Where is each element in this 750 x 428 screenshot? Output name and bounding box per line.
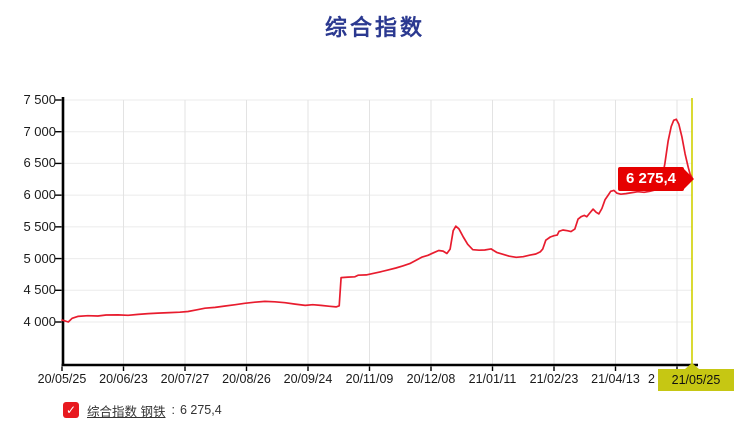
x-axis-label: 20/06/23 — [99, 372, 148, 386]
chart-title: 综合指数 — [324, 15, 425, 40]
checkbox-checked-icon[interactable]: ✓ — [63, 402, 79, 418]
legend-series-value: 6 275,4 — [179, 403, 222, 417]
y-axis-label: 5 000 — [23, 250, 56, 266]
y-axis-label: 7 500 — [23, 92, 56, 107]
y-axis-label: 4 000 — [23, 314, 56, 329]
x-axis-label: 21/04/13 — [591, 372, 640, 386]
x-axis-highlight-label: 21/05/25 — [658, 363, 734, 391]
legend-separator: : — [171, 403, 175, 417]
x-axis-label: 21/01/11 — [468, 372, 517, 386]
x-axis-label: 20/11/09 — [345, 372, 394, 386]
x-axis-label: 20/07/27 — [160, 372, 210, 386]
y-axis-label: 6 500 — [23, 155, 56, 171]
legend-series-link[interactable]: 综合指数 钢铁 — [87, 404, 166, 419]
x-axis-label: 21/02/23 — [529, 372, 579, 386]
last-value-callout: 6 275,4 — [618, 167, 694, 191]
x-axis-label-partial: 2 — [648, 372, 655, 386]
y-axis-label: 4 500 — [23, 282, 56, 298]
x-axis-label: 20/05/25 — [37, 372, 87, 386]
y-axis-label: 7 000 — [23, 123, 56, 139]
x-axis-label: 20/12/08 — [406, 372, 456, 386]
x-axis-label: 20/09/24 — [283, 372, 333, 386]
series-line[interactable] — [61, 118, 693, 323]
y-axis-label: 5 500 — [23, 218, 56, 234]
legend: ✓ 综合指数 钢铁 : 6 275,4 — [63, 400, 222, 420]
y-axis-label: 6 000 — [23, 187, 56, 203]
x-axis-label: 20/08/26 — [222, 372, 271, 386]
